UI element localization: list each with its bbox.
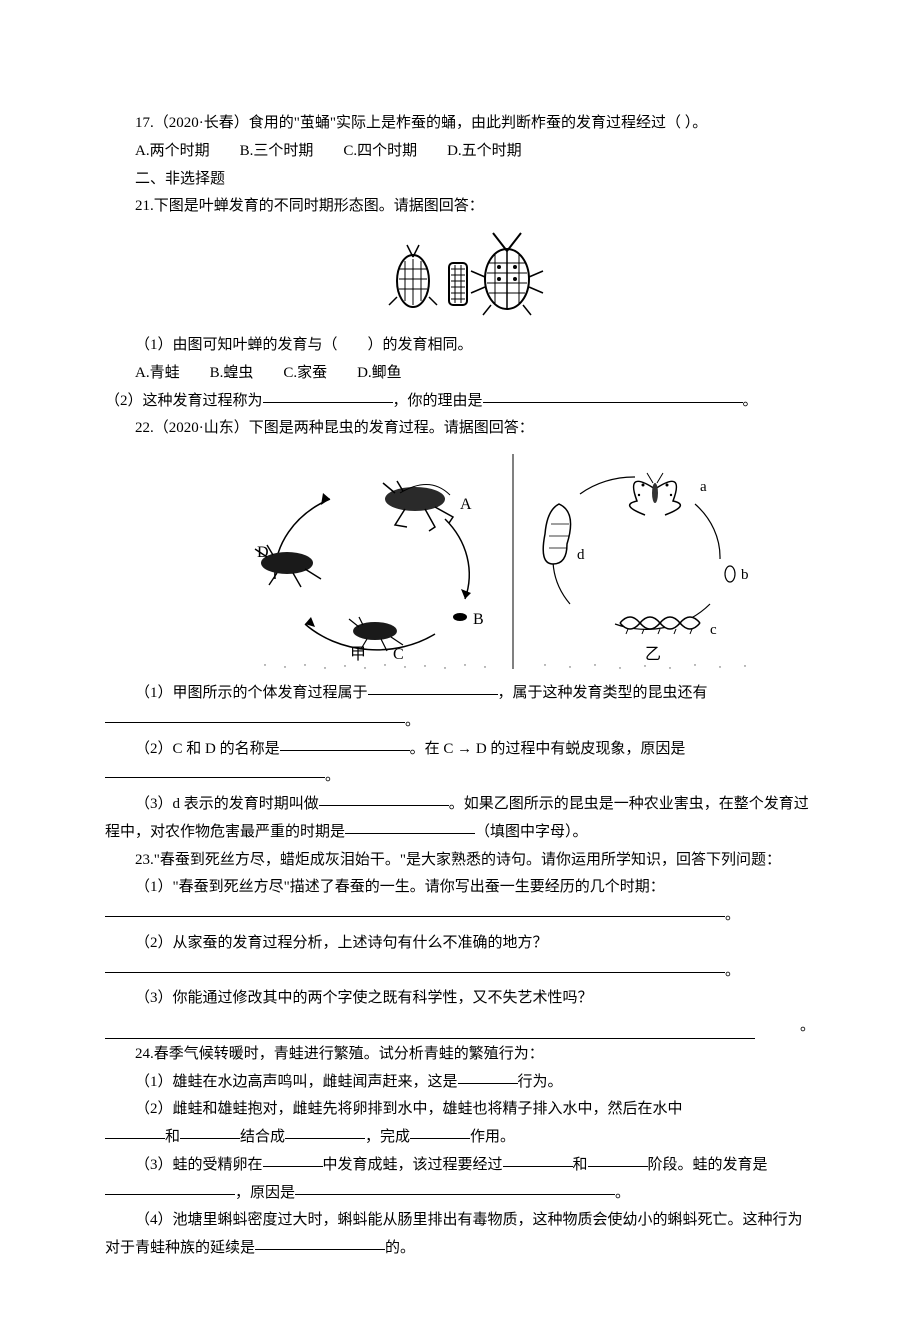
q22-p2a: （2）C 和 D 的名称是 [135, 741, 280, 757]
label-yi: 乙 [645, 646, 661, 663]
q22-p3a: （3）d 表示的发育时期叫做 [135, 796, 319, 812]
blank [263, 1166, 323, 1167]
q22-p1a: （1）甲图所示的个体发育过程属于 [135, 685, 368, 701]
q23-p1-blank: 。 [105, 902, 815, 930]
section-2-heading: 二、非选择题 [105, 166, 815, 194]
q24-p2c: 结合成 [240, 1129, 285, 1145]
q23-p3-blank: 。 [105, 1013, 815, 1041]
q22-figure: A B C 甲 D [195, 449, 815, 674]
blank [105, 1194, 235, 1195]
q24-p2: （2）雌蛙和雄蛙抱对，雌蛙先将卵排到水中，雄蛙也将精子排入水中，然后在水中 [105, 1096, 815, 1124]
q21-p1-options: A.青蛙 B.蝗虫 C.家蚕 D.鲫鱼 [105, 360, 815, 388]
blank [588, 1166, 648, 1167]
blank [105, 916, 725, 917]
q22-p3c: （填图中字母）。 [475, 824, 588, 840]
q24-p4: （4）池塘里蝌蚪密度过大时，蝌蚪能从肠里排出有毒物质，这种物质会使幼小的蝌蚪死亡… [105, 1207, 815, 1263]
q17-options: A.两个时期 B.三个时期 C.四个时期 D.五个时期 [105, 138, 815, 166]
blank [280, 750, 410, 751]
q24-p3-line2: ，原因是 。 [105, 1180, 815, 1208]
blank [255, 1249, 385, 1250]
q22-p1-line2: 。 [105, 708, 815, 736]
q24-p3e: ，原因是 [235, 1185, 295, 1201]
label-b: b [741, 567, 749, 583]
q23-p3: （3）你能通过修改其中的两个字使之既有科学性，又不失艺术性吗？ [105, 985, 815, 1013]
q22-p2c: 。 [325, 768, 340, 784]
q22-p3: （3）d 表示的发育时期叫做。如果乙图所示的昆虫是一种农业害虫，在整个发育过程中… [105, 791, 815, 847]
q24-p4b: 的。 [385, 1240, 415, 1256]
q23-p2end: 。 [725, 963, 740, 979]
q21-figure [105, 229, 815, 324]
blank [345, 833, 475, 834]
q24-p2d: ，完成 [365, 1129, 410, 1145]
q23-stem: 23."春蚕到死丝方尽，蜡炬成灰泪始干。"是大家熟悉的诗句。请你运用所学知识，回… [105, 847, 815, 875]
blank [295, 1194, 615, 1195]
blank [458, 1083, 518, 1084]
q24-p1b: 行为。 [518, 1074, 563, 1090]
label-a: a [700, 479, 707, 495]
q24-p3b: 中发育成蛙，该过程要经过 [323, 1157, 503, 1173]
insect-lifecycle-figure: A B C 甲 D [235, 449, 775, 674]
q23-p1end: 。 [725, 907, 740, 923]
q21-p2c: 。 [743, 393, 758, 409]
q21-stem: 21.下图是叶蝉发育的不同时期形态图。请据图回答： [105, 193, 815, 221]
q22-stem: 22.（2020·山东）下图是两种昆虫的发育过程。请据图回答： [105, 415, 815, 443]
label-C: C [393, 646, 404, 663]
q22-p1c: 。 [405, 713, 420, 729]
q22-p2: （2）C 和 D 的名称是 。在 C → D 的过程中有蜕皮现象，原因是 [105, 736, 815, 764]
blank [180, 1138, 240, 1139]
q24-p2-line2: 和 结合成 ，完成 作用。 [105, 1124, 815, 1152]
q24-p2a: （2）雌蛙和雄蛙抱对，雌蛙先将卵排到水中，雄蛙也将精子排入水中，然后在水中 [135, 1101, 683, 1117]
blank [105, 722, 405, 723]
q24-p4a: （4）池塘里蝌蚪密度过大时，蝌蚪能从肠里排出有毒物质，这种物质会使幼小的蝌蚪死亡… [105, 1212, 803, 1256]
q21-p2a: （2）这种发育过程称为 [105, 393, 263, 409]
q22-p2-line2: 。 [105, 763, 815, 791]
label-D: D [257, 544, 269, 561]
blank [105, 1138, 165, 1139]
blank [368, 694, 498, 695]
label-c: c [710, 622, 717, 638]
blank [503, 1166, 573, 1167]
blank [105, 972, 725, 973]
q23-p2-blank: 。 [105, 958, 815, 986]
label-jia: 甲 [350, 646, 366, 663]
blank [263, 402, 393, 403]
q22-p1: （1）甲图所示的个体发育过程属于 ，属于这种发育类型的昆虫还有 [105, 680, 815, 708]
q17-stem: 17.（2020·长春）食用的"茧蛹"实际上是柞蚕的蛹，由此判断柞蚕的发育过程经… [105, 110, 815, 138]
label-B: B [473, 611, 484, 628]
q21-p2b: ，你的理由是 [393, 393, 483, 409]
q23-p3end: 。 [755, 1013, 815, 1041]
blank [483, 402, 743, 403]
q24-p3f: 。 [615, 1185, 630, 1201]
q22-p1b: ，属于这种发育类型的昆虫还有 [498, 685, 708, 701]
blank [410, 1138, 470, 1139]
q24-p3a: （3）蛙的受精卵在 [135, 1157, 263, 1173]
q24-p1a: （1）雄蛙在水边高声鸣叫，雌蛙闻声赶来，这是 [135, 1074, 458, 1090]
q24-p1: （1）雄蛙在水边高声鸣叫，雌蛙闻声赶来，这是 行为。 [105, 1069, 815, 1097]
q24-p2b: 和 [165, 1129, 180, 1145]
q24-p3d: 阶段。蛙的发育是 [648, 1157, 768, 1173]
blank [105, 777, 325, 778]
q21-p2: （2）这种发育过程称为 ，你的理由是 。 [105, 388, 815, 416]
q24-p3c: 和 [573, 1157, 588, 1173]
q24-stem: 24.春季气候转暖时，青蛙进行繁殖。试分析青蛙的繁殖行为： [105, 1041, 815, 1069]
q23-p2: （2）从家蚕的发育过程分析，上述诗句有什么不准确的地方？ [105, 930, 815, 958]
leafhopper-figure [365, 229, 555, 324]
q24-p2e: 作用。 [470, 1129, 515, 1145]
label-A: A [460, 496, 472, 513]
q24-p3: （3）蛙的受精卵在 中发育成蛙，该过程要经过 和 阶段。蛙的发育是 [105, 1152, 815, 1180]
blank [319, 805, 449, 806]
document-page: 17.（2020·长春）食用的"茧蛹"实际上是柞蚕的蛹，由此判断柞蚕的发育过程经… [0, 0, 920, 1343]
q23-p1: （1）"春蚕到死丝方尽"描述了春蚕的一生。请你写出蚕一生要经历的几个时期： [105, 874, 815, 902]
q22-p2b: 。在 C → D 的过程中有蜕皮现象，原因是 [410, 741, 686, 757]
label-d: d [577, 547, 585, 563]
blank [105, 1011, 755, 1039]
q21-p1: （1）由图可知叶蝉的发育与（ ）的发育相同。 [105, 332, 815, 360]
blank [285, 1138, 365, 1139]
